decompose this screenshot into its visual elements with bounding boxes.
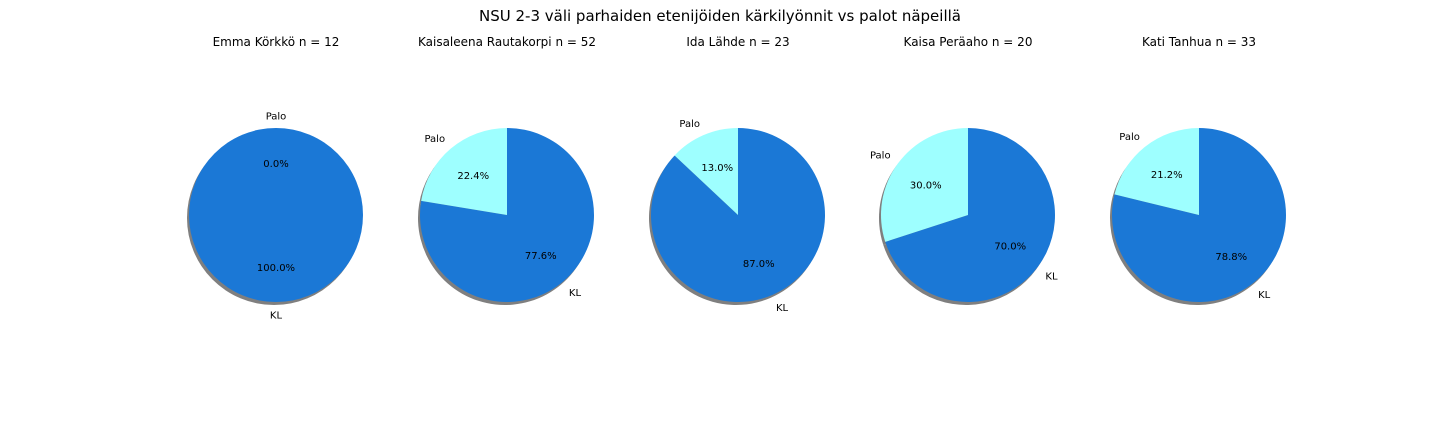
pie-title: Kaisa Peräaho n = 20 [904,35,1033,49]
pie-charts: Emma Körkkö n = 12 KL 100.0% Palo 0.0% Kaisal… [187,35,1287,322]
slice-label-kl: KL [1258,290,1271,301]
slice-percent-kl: 77.6% [525,251,557,262]
slice-kl [650,128,825,303]
slice-label-kl: KL [569,288,582,299]
pie-chart-3: Ida Lähde n = 23 KL 87.0% Palo 13.0% [648,35,825,314]
pie-title: Kaisaleena Rautakorpi n = 52 [418,35,596,49]
slice-percent-palo: 22.4% [457,171,489,182]
slice-percent-kl: 78.8% [1215,252,1247,263]
slice-label-palo: Palo [870,151,891,162]
slice-label-kl: KL [270,311,283,322]
slice-percent-kl: 87.0% [743,259,775,270]
figure-title: NSU 2-3 väli parhaiden etenijöiden kärki… [479,7,961,25]
slice-palo [421,128,507,215]
slice-percent-kl: 70.0% [994,242,1026,253]
pie-chart-1: Emma Körkkö n = 12 KL 100.0% Palo 0.0% [187,35,363,322]
slice-label-kl: KL [776,303,789,314]
pie-chart-4: Kaisa Peräaho n = 20 KL 70.0% Palo 30.0% [870,35,1058,305]
slice-kl [885,128,1055,302]
slice-percent-kl: 100.0% [257,263,295,274]
pie-title: Ida Lähde n = 23 [686,35,789,49]
slice-label-palo: Palo [266,111,287,122]
slice-percent-palo: 21.2% [1151,170,1183,181]
slice-label-palo: Palo [1119,132,1140,143]
slice-palo [880,128,968,242]
pie-chart-2: Kaisaleena Rautakorpi n = 52 KL 77.6% Palo 2… [418,35,596,305]
slice-percent-palo: 13.0% [701,163,733,174]
slice-label-kl: KL [1045,271,1058,282]
slice-palo [1114,128,1199,215]
pie-title: Kati Tanhua n = 33 [1142,35,1256,49]
slice-label-palo: Palo [424,134,445,145]
slice-palo [674,128,738,215]
slice-label-palo: Palo [679,119,700,130]
pie-chart-5: Kati Tanhua n = 33 KL 78.8% Palo 21.2% [1109,35,1287,305]
pie-title: Emma Körkkö n = 12 [213,35,340,49]
slice-kl [189,128,363,302]
slice-percent-palo: 0.0% [263,159,288,170]
slice-percent-palo: 30.0% [910,180,942,191]
